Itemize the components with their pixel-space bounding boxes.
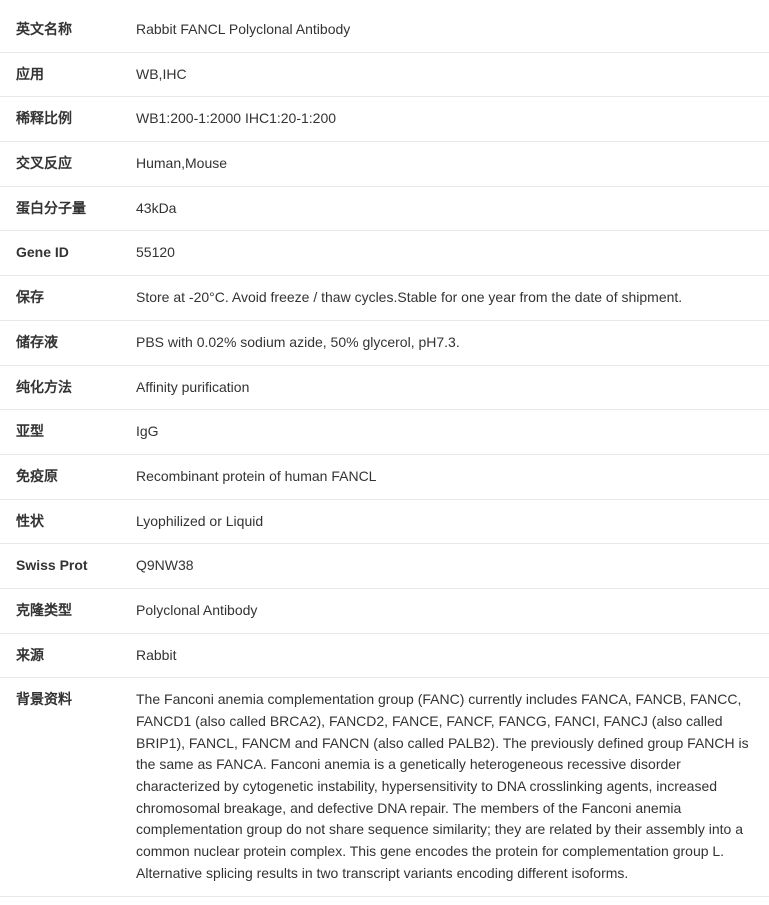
row-label: 性状 xyxy=(0,499,120,544)
table-row: 性状 Lyophilized or Liquid xyxy=(0,499,769,544)
row-value: The Fanconi anemia complementation group… xyxy=(120,678,769,896)
table-row: Gene ID 55120 xyxy=(0,231,769,276)
row-value: Polyclonal Antibody xyxy=(120,588,769,633)
row-value: Recombinant protein of human FANCL xyxy=(120,454,769,499)
row-value: Human,Mouse xyxy=(120,142,769,187)
row-label: 来源 xyxy=(0,633,120,678)
row-label: Gene ID xyxy=(0,231,120,276)
row-value: IgG xyxy=(120,410,769,455)
table-body: 英文名称 Rabbit FANCL Polyclonal Antibody 应用… xyxy=(0,8,769,896)
table-row: 免疫原 Recombinant protein of human FANCL xyxy=(0,454,769,499)
table-row: 蛋白分子量 43kDa xyxy=(0,186,769,231)
table-row: 保存 Store at -20°C. Avoid freeze / thaw c… xyxy=(0,276,769,321)
row-value: PBS with 0.02% sodium azide, 50% glycero… xyxy=(120,320,769,365)
row-label: 交叉反应 xyxy=(0,142,120,187)
row-label: 纯化方法 xyxy=(0,365,120,410)
row-label: 蛋白分子量 xyxy=(0,186,120,231)
table-row: 来源 Rabbit xyxy=(0,633,769,678)
row-value: Rabbit FANCL Polyclonal Antibody xyxy=(120,8,769,52)
table-row: 克隆类型 Polyclonal Antibody xyxy=(0,588,769,633)
product-info-table: 英文名称 Rabbit FANCL Polyclonal Antibody 应用… xyxy=(0,8,769,897)
row-label: 背景资料 xyxy=(0,678,120,896)
table-row: 应用 WB,IHC xyxy=(0,52,769,97)
table-row: 交叉反应 Human,Mouse xyxy=(0,142,769,187)
row-label: 保存 xyxy=(0,276,120,321)
table-row: 储存液 PBS with 0.02% sodium azide, 50% gly… xyxy=(0,320,769,365)
row-label: 稀释比例 xyxy=(0,97,120,142)
row-label: 免疫原 xyxy=(0,454,120,499)
row-label: 英文名称 xyxy=(0,8,120,52)
table-row: 纯化方法 Affinity purification xyxy=(0,365,769,410)
row-value: 43kDa xyxy=(120,186,769,231)
table-row: 稀释比例 WB1:200-1:2000 IHC1:20-1:200 xyxy=(0,97,769,142)
row-value: Affinity purification xyxy=(120,365,769,410)
row-value: Rabbit xyxy=(120,633,769,678)
row-label: 克隆类型 xyxy=(0,588,120,633)
row-label: 亚型 xyxy=(0,410,120,455)
table-row: Swiss Prot Q9NW38 xyxy=(0,544,769,589)
row-value: WB1:200-1:2000 IHC1:20-1:200 xyxy=(120,97,769,142)
row-label: Swiss Prot xyxy=(0,544,120,589)
table-row: 背景资料 The Fanconi anemia complementation … xyxy=(0,678,769,896)
row-value: Lyophilized or Liquid xyxy=(120,499,769,544)
row-value: 55120 xyxy=(120,231,769,276)
row-value: Store at -20°C. Avoid freeze / thaw cycl… xyxy=(120,276,769,321)
table-row: 亚型 IgG xyxy=(0,410,769,455)
row-label: 储存液 xyxy=(0,320,120,365)
row-value: Q9NW38 xyxy=(120,544,769,589)
row-value: WB,IHC xyxy=(120,52,769,97)
table-row: 英文名称 Rabbit FANCL Polyclonal Antibody xyxy=(0,8,769,52)
row-label: 应用 xyxy=(0,52,120,97)
